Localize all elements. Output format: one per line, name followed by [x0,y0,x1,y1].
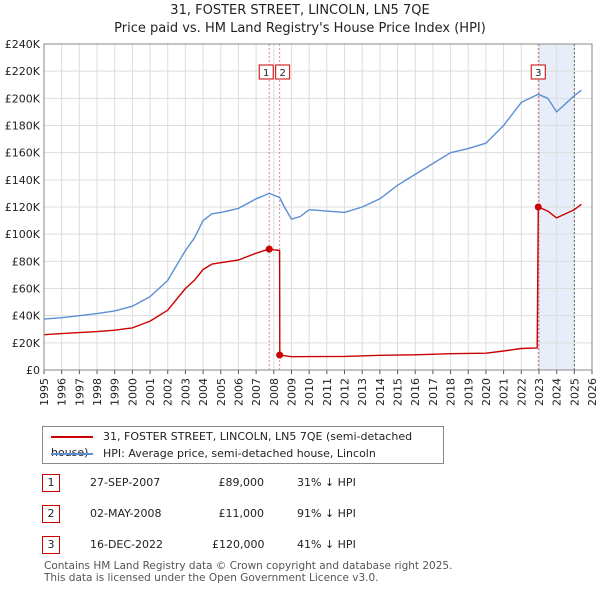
x-tick-label: 2024 [551,378,564,406]
x-tick-label: 2026 [586,378,599,406]
sale-1-label-box [258,64,274,80]
sale-hpi-diff: 31% ↓ HPI [297,476,356,489]
footer-attribution: Contains HM Land Registry data © Crown c… [44,560,452,584]
x-tick-label: 2018 [445,378,458,406]
y-tick-label: £180K [5,120,41,133]
y-tick-label: £240K [5,38,41,51]
legend-label-hpi: HPI: Average price, semi-detached house,… [103,447,376,460]
y-tick-label: £20K [12,337,41,350]
x-tick-label: 2021 [498,378,511,406]
x-tick-label: 1999 [109,378,122,406]
x-tick-label: 2008 [268,378,281,406]
x-tick-label: 2014 [374,378,387,406]
x-tick-label: 1995 [38,378,51,406]
sale-price: £11,000 [218,507,265,520]
property-price-line [43,203,582,358]
sale-date: 27-SEP-2007 [90,476,161,489]
y-tick-label: £120K [5,201,41,214]
sale-1-label: 1 [263,68,269,79]
sale-date: 16-DEC-2022 [90,538,164,551]
sale-price: £120,000 [212,538,265,551]
y-tick-label: £160K [5,147,41,160]
legend-item-property: 31, FOSTER STREET, LINCOLN, LN5 7QE (sem… [51,429,443,459]
legend-item-hpi: HPI: Average price, semi-detached house,… [51,446,376,462]
x-tick-label: 1996 [56,378,69,406]
chart-title: 31, FOSTER STREET, LINCOLN, LN5 7QE Pric… [0,2,600,38]
sale-date: 02-MAY-2008 [90,507,162,520]
y-tick-label: £0 [26,364,40,377]
legend-label-property: 31, FOSTER STREET, LINCOLN, LN5 7QE (sem… [51,430,413,459]
x-tick-label: 2013 [356,378,369,406]
x-tick-label: 2012 [339,378,352,406]
sale-marker-badge: 3 [42,536,60,554]
x-tick-label: 2022 [515,378,528,406]
y-tick-label: £200K [5,92,41,105]
x-tick-label: 2025 [568,378,581,406]
sale-1-point [265,245,273,253]
y-tick-label: £40K [12,310,41,323]
sale-2-label: 2 [279,68,285,79]
sale-3-point [534,203,542,211]
x-tick-label: 2005 [215,378,228,406]
chart-subtitle: Price paid vs. HM Land Registry's House … [114,21,486,36]
chart-legend: 31, FOSTER STREET, LINCOLN, LN5 7QE (sem… [42,426,444,464]
x-tick-label: 1998 [91,378,104,406]
x-tick-label: 2000 [126,378,139,406]
sale-marker-badge: 2 [42,505,60,523]
sale-2-label-box [275,64,291,80]
sales-row-3: 3 16-DEC-2022 £120,000 41% ↓ HPI [42,536,582,554]
sale-3-label: 3 [535,68,541,79]
legend-swatch-hpi [51,453,93,455]
sale-3-label-box [530,64,546,80]
y-tick-label: £60K [12,283,41,296]
plot-frame [43,43,593,371]
sales-row-2: 2 02-MAY-2008 £11,000 91% ↓ HPI [42,505,582,523]
sale-hpi-diff: 41% ↓ HPI [297,538,356,551]
x-tick-label: 1997 [73,378,86,406]
chart-title-main: 31, FOSTER STREET, LINCOLN, LN5 7QE [170,3,430,18]
footer-line-2: This data is licensed under the Open Gov… [44,572,379,584]
x-tick-label: 2001 [144,378,157,406]
sale-hpi-diff: 91% ↓ HPI [297,507,356,520]
x-tick-label: 2009 [285,378,298,406]
x-tick-label: 2006 [232,378,245,406]
price-chart: £0 £20K £40K £60K £80K £100K £120K £140K £160K £1… [5,38,599,406]
x-tick-label: 2007 [250,378,263,406]
y-tick-label: £140K [5,174,41,187]
sale-2-point [276,351,284,359]
x-tick-label: 2019 [462,378,475,406]
sales-row-1: 1 27-SEP-2007 £89,000 31% ↓ HPI [42,474,582,492]
y-tick-label: £80K [12,255,41,268]
x-tick-label: 2023 [533,378,546,406]
x-tick-label: 2015 [392,378,405,406]
x-tick-label: 2003 [179,378,192,406]
y-tick-label: £100K [5,228,41,241]
x-tick-label: 2020 [480,378,493,406]
y-tick-label: £220K [5,65,41,78]
x-tick-label: 2002 [162,378,175,406]
x-tick-label: 2016 [409,378,422,406]
x-tick-label: 2011 [321,378,334,406]
sale-price: £89,000 [218,476,265,489]
x-tick-label: 2010 [303,378,316,406]
sale-marker-badge: 1 [42,474,60,492]
footer-line-1: Contains HM Land Registry data © Crown c… [44,560,453,572]
legend-swatch-property [51,436,93,438]
x-tick-label: 2017 [427,378,440,406]
x-tick-label: 2004 [197,378,210,406]
hpi-line [43,89,582,320]
